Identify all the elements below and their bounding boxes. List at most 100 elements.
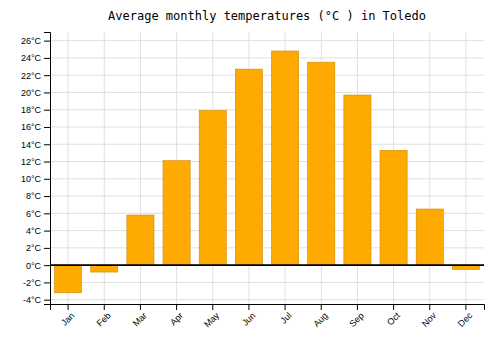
bars <box>55 51 480 293</box>
x-tick: Jun <box>240 304 257 328</box>
x-tick-label: Oct <box>385 310 402 327</box>
y-tick-label: 18°C <box>21 105 42 115</box>
x-tick: Jul <box>278 304 293 326</box>
x-tick-label: Mar <box>131 310 149 328</box>
y-grid-line <box>50 196 484 197</box>
y-tick-mark <box>44 162 50 163</box>
y-tick-label: 24°C <box>21 53 42 63</box>
x-tick-label: Jul <box>278 310 293 325</box>
bar <box>308 62 335 265</box>
bar <box>91 265 118 272</box>
y-axis: -4°C -2°C 0°C 2°C 4°C 6°C 8°C 10°C 12°C 14°C 16°C 1… <box>21 33 51 306</box>
y-tick-label: 8°C <box>26 191 42 201</box>
x-tick-label: Aug <box>311 310 329 328</box>
x-tick-label: Dec <box>456 310 475 329</box>
x-tick: Apr <box>168 304 185 327</box>
y-tick: 6°C <box>26 209 50 219</box>
y-tick-mark <box>44 213 50 214</box>
chart: -4°C -2°C 0°C 2°C 4°C 6°C 8°C 10°C 12°C 14°C 16°C 1… <box>0 0 500 350</box>
x-tick-mark <box>248 304 249 310</box>
y-tick-label: -4°C <box>23 295 42 305</box>
x-tick-mark <box>465 304 466 310</box>
y-tick-mark <box>44 127 50 128</box>
y-grid-line <box>50 75 484 76</box>
x-tick-label: Feb <box>95 310 113 328</box>
y-tick: 0°C <box>26 261 50 271</box>
y-tick-label: 4°C <box>26 226 42 236</box>
x-tick: Mar <box>131 304 149 328</box>
y-tick: 26°C <box>21 36 50 46</box>
y-tick-mark <box>44 144 50 145</box>
x-tick-label: Jun <box>240 310 257 327</box>
y-grid-line <box>50 144 484 145</box>
x-tick-mark <box>285 304 286 310</box>
x-axis: Jan Feb Mar Apr May Jun Jul Aug Sep Oct Nov Dec <box>51 304 485 330</box>
y-tick-label: 26°C <box>21 36 42 46</box>
y-grid-line <box>50 178 484 179</box>
x-axis-line <box>51 305 485 311</box>
x-tick-mark <box>429 304 430 310</box>
y-tick-mark <box>44 41 50 42</box>
y-tick-label: 16°C <box>21 122 42 132</box>
y-tick-mark <box>44 179 50 180</box>
x-tick: Dec <box>456 304 475 329</box>
y-tick: 14°C <box>21 140 50 150</box>
y-tick-mark <box>44 196 50 197</box>
bar <box>344 95 371 265</box>
x-tick: Aug <box>311 304 329 329</box>
x-tick-label: May <box>202 310 221 329</box>
y-grid-line <box>50 161 484 162</box>
y-tick: 8°C <box>26 191 50 201</box>
y-tick-mark <box>44 110 50 111</box>
y-tick-mark <box>44 58 50 59</box>
y-tick-mark <box>44 75 50 76</box>
x-tick: Feb <box>95 304 113 328</box>
y-tick-label: 22°C <box>21 71 42 81</box>
x-tick-mark <box>357 304 358 310</box>
y-tick-label: 0°C <box>26 261 42 271</box>
x-tick: Sep <box>347 304 365 329</box>
bar <box>127 215 154 265</box>
x-grid-line <box>68 32 69 304</box>
x-tick-mark <box>321 304 322 310</box>
grid <box>50 32 484 304</box>
y-tick-label: 2°C <box>26 243 42 253</box>
x-tick-mark <box>68 304 69 310</box>
bar <box>163 161 190 265</box>
y-tick: 12°C <box>21 157 50 167</box>
y-tick: 16°C <box>21 122 50 132</box>
x-tick-mark <box>140 304 141 310</box>
bar <box>416 209 443 265</box>
x-tick: Nov <box>420 304 439 329</box>
x-tick-mark <box>104 304 105 310</box>
y-tick-label: 10°C <box>21 174 42 184</box>
zero-line <box>50 264 484 266</box>
x-tick-label: Sep <box>347 310 365 328</box>
plot: -4°C -2°C 0°C 2°C 4°C 6°C 8°C 10°C 12°C 14°C 16°C 1… <box>21 32 485 330</box>
y-grid-line <box>50 282 484 283</box>
bar <box>380 150 407 265</box>
y-tick-mark <box>44 92 50 93</box>
y-tick-mark <box>44 300 50 301</box>
x-tick-label: Apr <box>168 310 185 327</box>
y-tick: 10°C <box>21 174 50 184</box>
y-tick-mark <box>44 282 50 283</box>
title: Average monthly temperatures (°C ) in To… <box>108 9 426 23</box>
x-tick-mark <box>176 304 177 310</box>
y-tick: -2°C <box>23 278 50 288</box>
x-tick-label: Jan <box>59 310 76 327</box>
y-tick-label: -2°C <box>23 278 42 288</box>
y-tick: 24°C <box>21 53 50 63</box>
bar <box>55 265 82 293</box>
y-axis-line <box>44 33 51 305</box>
y-tick: 20°C <box>21 88 50 98</box>
x-grid-line <box>465 32 466 304</box>
bar <box>199 111 226 266</box>
y-tick-mark <box>44 248 50 249</box>
y-tick-label: 14°C <box>21 140 42 150</box>
y-tick-mark <box>44 231 50 232</box>
x-tick-mark <box>212 304 213 310</box>
y-grid-line <box>50 265 484 266</box>
y-grid-line <box>50 126 484 127</box>
bar <box>235 69 262 265</box>
